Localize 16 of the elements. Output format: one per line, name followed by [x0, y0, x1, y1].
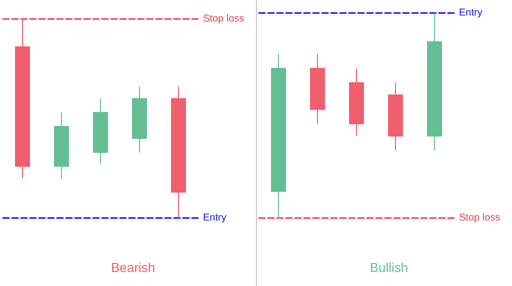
text: Bearish [110, 260, 156, 275]
candlestick [15, 18, 30, 179]
candlestick [349, 68, 364, 136]
candlestick [54, 112, 69, 179]
candlestick [93, 98, 108, 165]
candlestick [427, 12, 442, 151]
candlestick [171, 86, 186, 218]
candlestick [388, 82, 403, 151]
ref-line-label: Stop loss [459, 212, 500, 224]
candlestick [132, 86, 147, 153]
candlestick [310, 54, 325, 124]
text: Bullish [370, 260, 408, 275]
ref-line-label: Entry [203, 212, 226, 224]
ref-line-label: Entry [459, 8, 482, 18]
ref-line-label: Stop loss [203, 14, 244, 24]
candlestick [271, 54, 286, 218]
